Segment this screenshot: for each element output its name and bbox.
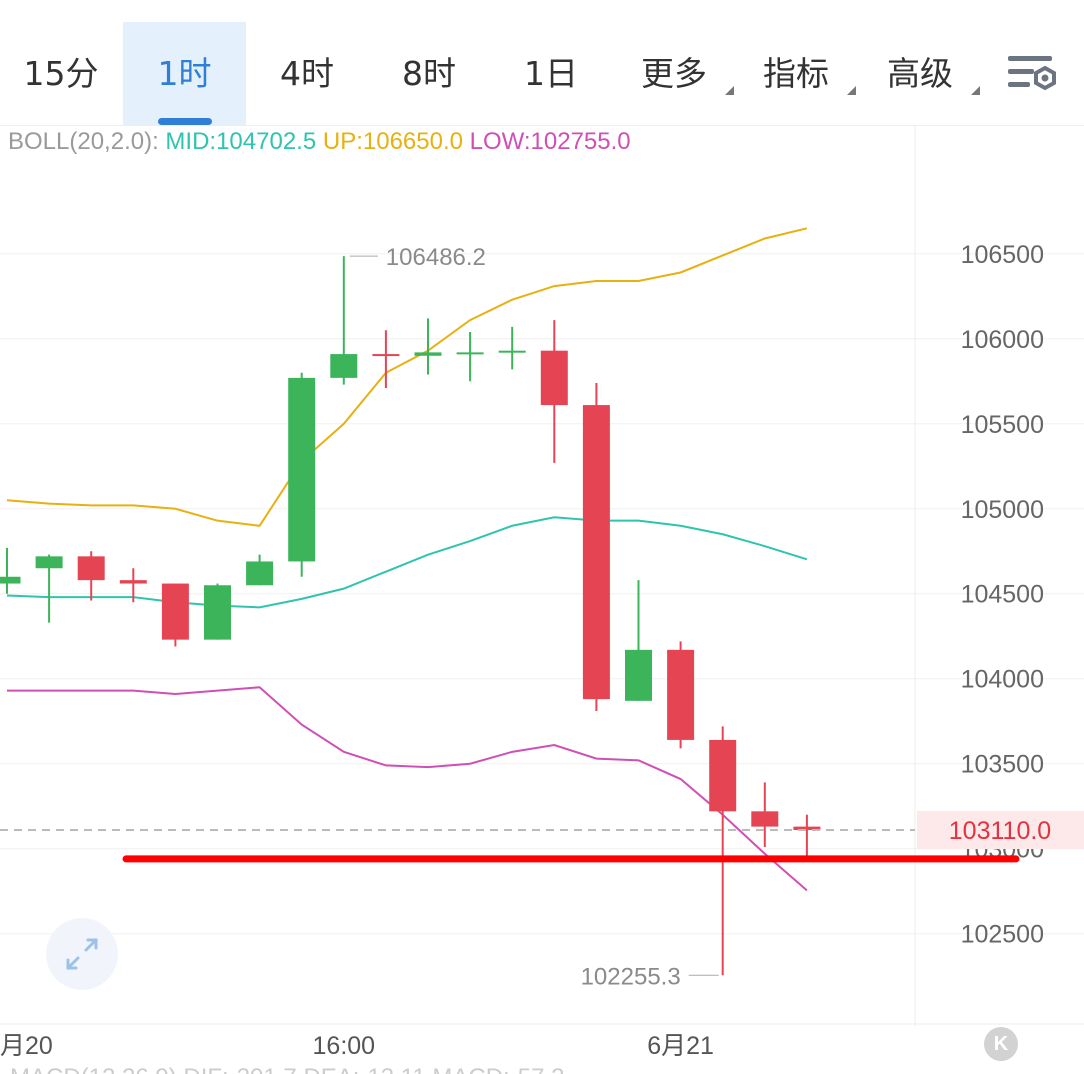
boll-legend: BOLL(20,2.0): MID:104702.5 UP:106650.0 L… (8, 128, 631, 156)
tab-advanced[interactable]: 高级 (862, 22, 980, 125)
candle-body (288, 377, 316, 562)
x-tick-label: 月20 (0, 1032, 53, 1060)
fullscreen-button[interactable] (46, 918, 118, 990)
tab-4h[interactable]: 4时 (280, 54, 334, 93)
boll-low-line (7, 686, 808, 892)
boll-up-value: UP:106650.0 (322, 128, 463, 155)
candle-body (625, 649, 652, 701)
candle-body (709, 739, 737, 812)
candle-body (793, 826, 821, 831)
candle-body (498, 350, 526, 353)
tab-more[interactable]: 更多 (616, 22, 734, 125)
candle-body (751, 811, 779, 827)
candle-body (456, 352, 484, 355)
boll-mid-line (6, 516, 808, 609)
candle-body (0, 576, 21, 584)
tab-1d[interactable]: 1日 (524, 54, 578, 93)
chart-settings-icon (1008, 56, 1056, 91)
candle-body (414, 352, 442, 356)
candle-body (77, 556, 105, 581)
min-price-label: 102255.3 (581, 963, 681, 990)
candle-body (330, 354, 358, 378)
dropdown-triangle-icon (725, 86, 734, 95)
max-price-label: 106486.2 (386, 244, 486, 271)
candle-body (540, 350, 568, 406)
tab-indicators[interactable]: 指标 (738, 22, 856, 125)
current-price-tag (917, 811, 1084, 850)
expand-icon (66, 938, 98, 970)
macd-legend: MACD(12,26,9) DIF:-301.7 DEA:-13.11 MACD… (0, 1062, 700, 1074)
y-tick-label: 104500 (961, 581, 1044, 609)
candle-body (119, 580, 147, 584)
candle-body (667, 649, 695, 740)
candle-body (161, 583, 189, 640)
x-tick-label: 16:00 (313, 1032, 376, 1060)
boll-name: BOLL(20,2.0): (8, 128, 159, 155)
candle-body (372, 354, 400, 357)
chart-settings-button[interactable] (1002, 50, 1062, 100)
candle-body (582, 405, 610, 700)
y-tick-label: 105000 (961, 496, 1044, 524)
candlestick-chart[interactable]: 1025001030001035001040001045001050001055… (0, 126, 1084, 1062)
dropdown-triangle-icon (847, 86, 856, 95)
boll-mid-value: MID:104702.5 (165, 128, 317, 155)
tab-divider (0, 125, 1084, 126)
brand-logo: K (984, 1027, 1018, 1061)
y-tick-label: 106500 (961, 241, 1044, 269)
y-tick-label: 104000 (961, 666, 1044, 694)
candle-body (35, 556, 63, 569)
y-tick-label: 103500 (961, 751, 1044, 779)
candle-body (204, 585, 231, 640)
tab-1h[interactable]: 1时 (123, 22, 246, 125)
boll-up-line (6, 227, 808, 527)
tab-8h[interactable]: 8时 (402, 54, 456, 93)
tab-15min[interactable]: 15分 (23, 54, 99, 93)
boll-low-value: LOW:102755.0 (469, 128, 631, 155)
y-tick-label: 105500 (961, 411, 1044, 439)
candle-body (246, 561, 274, 586)
y-tick-label: 106000 (961, 326, 1044, 354)
dropdown-triangle-icon (971, 86, 980, 95)
y-tick-label: 102500 (961, 921, 1044, 949)
active-tab-indicator (158, 118, 212, 125)
x-tick-label: 6月21 (647, 1032, 714, 1060)
timeframe-tab-bar: 15分 1时 4时 8时 1日 更多 指标 高级 (0, 0, 1084, 125)
current-price-label: 103110.0 (949, 817, 1051, 845)
